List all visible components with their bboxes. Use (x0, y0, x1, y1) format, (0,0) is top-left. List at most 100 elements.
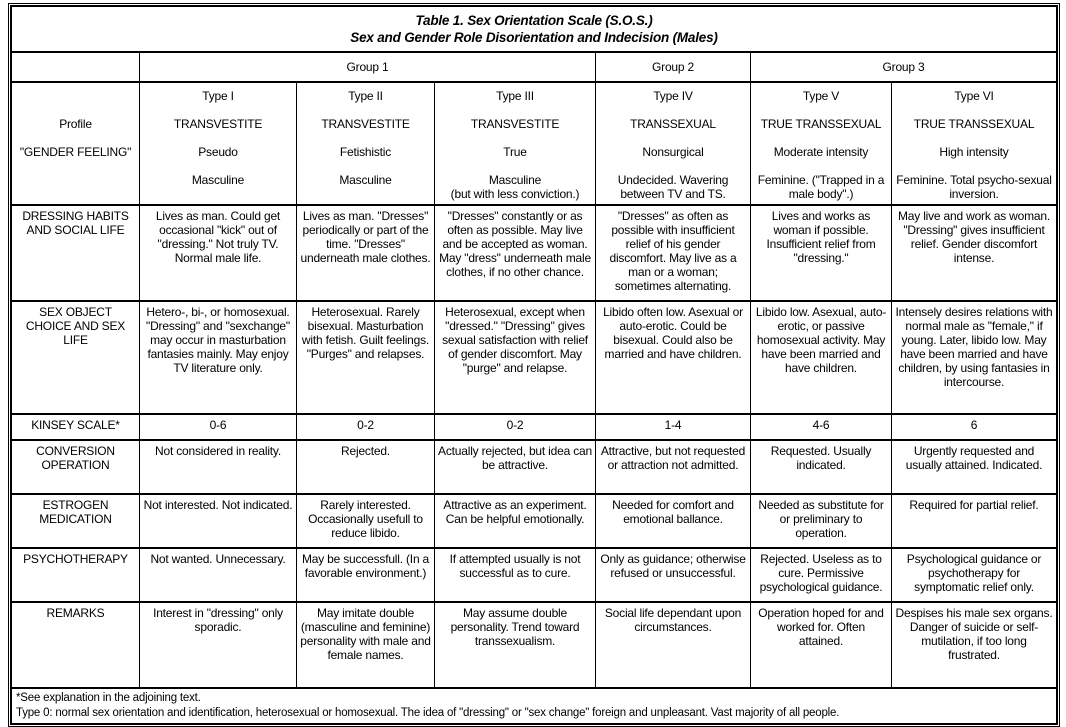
table-cell: Hetero-, bi-, or homosexual. "Dressing" … (139, 300, 297, 415)
table-cell: 0-2 (296, 413, 435, 441)
table-cell: Not wanted. Unnecessary. (139, 547, 297, 603)
group-3-header: Group 3 (750, 51, 1057, 83)
table-row: KINSEY SCALE* 0-6 0-2 0-2 1-4 4-6 6 (11, 413, 1057, 441)
title-line-2: Sex and Gender Role Disorientation and I… (350, 30, 718, 45)
profile-type: Type III (496, 89, 534, 103)
table-cell: Not considered in reality. (139, 439, 297, 495)
table-cell: Despises his male sex organs. Danger of … (891, 601, 1057, 689)
group-1-header: Group 1 (139, 51, 596, 83)
profile-gender: Masculine (339, 173, 392, 187)
table-cell: May live and work as woman. "Dressing" g… (891, 204, 1057, 302)
table-cell: Requested. Usually indicated. (750, 439, 892, 495)
profile-type-cell: Type V TRUE TRANSSEXUAL Moderate intensity… (750, 81, 892, 206)
table-cell: Lives as man. "Dresses" periodically or … (296, 204, 435, 302)
footnote: Type 0: normal sex orientation and ident… (16, 707, 840, 719)
table-cell: Urgently requested and usually attained.… (891, 439, 1057, 495)
table-row: REMARKS Interest in "dressing" only spora… (11, 601, 1057, 689)
profile-gender: Feminine. Total psycho-sexual inversion. (896, 173, 1052, 201)
profile-category: TRUE TRANSSEXUAL (760, 117, 882, 131)
profile-type-cell: Type III TRANSVESTITE True Masculine (but w… (434, 81, 596, 206)
table-cell: Lives as man. Could get occasional "kick… (139, 204, 297, 302)
table-cell: Only as guidance; otherwise refused or u… (595, 547, 751, 603)
table-cell: Psychological guidance or psychotherapy … (891, 547, 1057, 603)
profile-category: TRANSVESTITE (321, 117, 410, 131)
table-cell: If attempted usually is not successful a… (434, 547, 596, 603)
table-cell: 6 (891, 413, 1057, 441)
profile-type-cell: Type II TRANSVESTITE Fetishistic Masculine (296, 81, 435, 206)
row-label: ESTROGEN MEDICATION (11, 493, 140, 549)
table-cell: "Dresses" as often as possible with insu… (595, 204, 751, 302)
profile-type-cell: Type I TRANSVESTITE Pseudo Masculine (139, 81, 297, 206)
profile-feeling: True (503, 145, 527, 159)
profile-type: Type IV (653, 89, 693, 103)
empty-header-cell (11, 51, 140, 83)
table-cell: 0-6 (139, 413, 297, 441)
profile-type-cell: Type VI TRUE TRANSSEXUAL High intensity Fem… (891, 81, 1057, 206)
profile-feeling: High intensity (939, 145, 1009, 159)
title-line-1: Table 1. Sex Orientation Scale (S.O.S.) (415, 13, 653, 28)
sex-orientation-scale-table: Table 1. Sex Orientation Scale (S.O.S.) … (8, 3, 1060, 727)
table-title: Table 1. Sex Orientation Scale (S.O.S.) … (11, 6, 1057, 53)
profile-category: TRANSSEXUAL (630, 117, 716, 131)
row-label: SEX OBJECT CHOICE AND SEX LIFE (11, 300, 140, 415)
gender-feeling-label: "GENDER FEELING" (19, 145, 132, 159)
footnote: *See explanation in the adjoining text. (16, 692, 201, 704)
table-cell: May imitate double (masculine and femini… (296, 601, 435, 689)
profile-type: Type I (202, 89, 234, 103)
row-label: DRESSING HABITS AND SOCIAL LIFE (11, 204, 140, 302)
table-cell: Lives and works as woman if possible. In… (750, 204, 892, 302)
profile-label: Profile (59, 117, 92, 131)
profile-gender: Masculine (but with less conviction.) (450, 173, 580, 201)
profile-feeling: Nonsurgical (642, 145, 704, 159)
profile-type: Type II (348, 89, 383, 103)
profile-category: TRANSVESTITE (470, 117, 560, 131)
table-row: CONVERSION OPERATION Not considered in re… (11, 439, 1057, 495)
table-cell: Rejected. Useless as to cure. Permissive… (750, 547, 892, 603)
table-cell: Interest in "dressing" only sporadic. (139, 601, 297, 689)
profile-type: Type VI (954, 89, 994, 103)
profile-feeling: Moderate intensity (773, 145, 869, 159)
table-cell: Libido low. Asexual, auto-erotic, or pas… (750, 300, 892, 415)
table-cell: Libido often low. Asexual or auto-erotic… (595, 300, 751, 415)
table-cell: Rejected. (296, 439, 435, 495)
profile-feeling: Fetishistic (339, 145, 392, 159)
table-row: DRESSING HABITS AND SOCIAL LIFE Lives as … (11, 204, 1057, 302)
row-label: CONVERSION OPERATION (11, 439, 140, 495)
table-cell: Operation hoped for and worked for. Ofte… (750, 601, 892, 689)
table-cell: Needed for comfort and emotional ballanc… (595, 493, 751, 549)
table-cell: Heterosexual. Rarely bisexual. Masturbat… (296, 300, 435, 415)
table-row: SEX OBJECT CHOICE AND SEX LIFE Hetero-, b… (11, 300, 1057, 415)
table-cell: Required for partial relief. (891, 493, 1057, 549)
group-2-header: Group 2 (595, 51, 751, 83)
table-row: PSYCHOTHERAPY Not wanted. Unnecessary. May… (11, 547, 1057, 603)
table-cell: May be successfull. (In a favorable envi… (296, 547, 435, 603)
table-cell: Actually rejected, but idea can be attra… (434, 439, 596, 495)
table-cell: Needed as substitute for or preliminary … (750, 493, 892, 549)
row-label: REMARKS (11, 601, 140, 689)
table-cell: 1-4 (595, 413, 751, 441)
footnotes: *See explanation in the adjoining text. T… (11, 687, 1057, 724)
profile-gender: Masculine (191, 173, 245, 187)
table-cell: Attractive as an experiment. Can be help… (434, 493, 596, 549)
profile-type: Type V (802, 89, 840, 103)
profile-feeling: Pseudo (198, 145, 238, 159)
table-cell: Intensely desires relations with normal … (891, 300, 1057, 415)
profile-category: TRUE TRANSSEXUAL (913, 117, 1035, 131)
table-cell: Attractive, but not requested or attract… (595, 439, 751, 495)
profile-gender: Feminine. ("Trapped in a male body".) (757, 173, 885, 201)
table-cell: 0-2 (434, 413, 596, 441)
table-cell: Rarely interested. Occasionally usefull … (296, 493, 435, 549)
profile-row: Profile "GENDER FEELING" Type I TRANSVEST… (11, 81, 1057, 206)
profile-category: TRANSVESTITE (173, 117, 263, 131)
row-label: KINSEY SCALE* (11, 413, 140, 441)
profile-type-cell: Type IV TRANSSEXUAL Nonsurgical Undecided. … (595, 81, 751, 206)
table-cell: May assume double personality. Trend tow… (434, 601, 596, 689)
table-row: ESTROGEN MEDICATION Not interested. Not i… (11, 493, 1057, 549)
table-cell: Heterosexual, except when "dressed." "Dr… (434, 300, 596, 415)
row-label: PSYCHOTHERAPY (11, 547, 140, 603)
table-cell: 4-6 (750, 413, 892, 441)
profile-label-cell: Profile "GENDER FEELING" (11, 81, 140, 206)
table-cell: "Dresses" constantly or as often as poss… (434, 204, 596, 302)
table-cell: Not interested. Not indicated. (139, 493, 297, 549)
table-cell: Social life dependant upon circumstances… (595, 601, 751, 689)
